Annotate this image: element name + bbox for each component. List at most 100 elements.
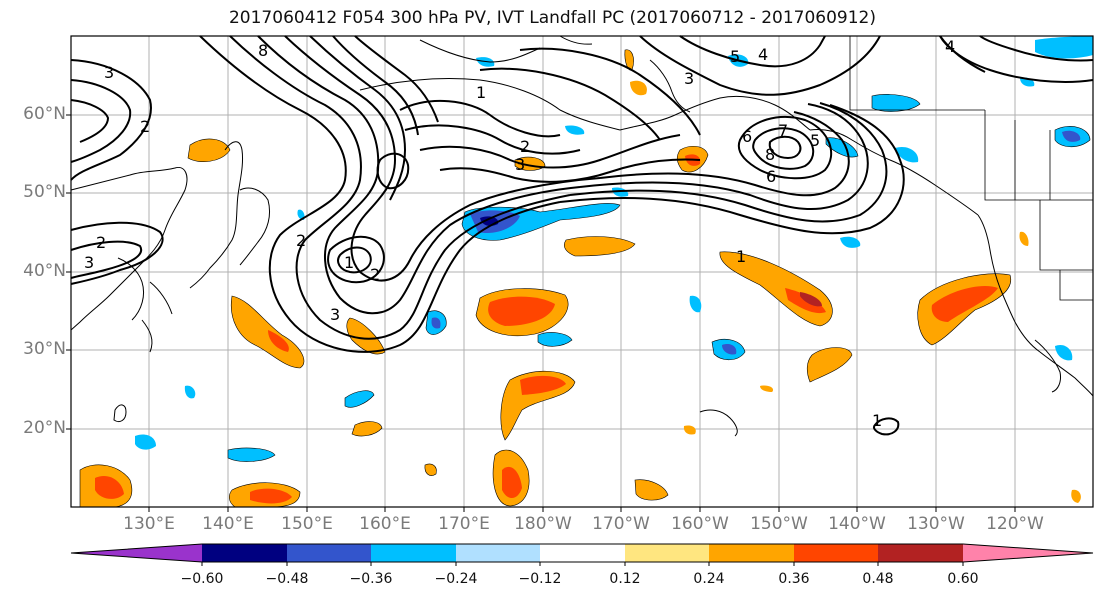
lat-label: 30°N [23,339,66,359]
lon-label: 120°W [986,514,1044,534]
anomaly-california-coast-core [931,285,998,322]
contour-label: 6 [742,127,752,146]
lat-label: 50°N [23,182,66,202]
colorbar-segment [625,544,709,562]
contour-label: 4 [758,45,768,64]
anomaly-okhotsk [187,138,231,163]
anomaly-small-1 [634,479,669,501]
colorbar-tick-label: 0.12 [609,571,641,587]
colorbar-segments [70,543,1094,563]
map-title: 2017060412 F054 300 hPa PV, IVT Landfall… [228,8,876,28]
colorbar-tick-label: −0.24 [434,571,478,587]
anomaly-small-7 [683,425,696,435]
contour-label: 6 [766,167,776,186]
contour-label: 2 [520,137,530,156]
anomaly-small-negative-1 [537,332,573,347]
anomaly-small-negative-7 [565,125,585,135]
anomaly-small-5 [630,80,647,96]
colorbar-segment [540,544,625,562]
colorbar-tick-label: −0.48 [265,571,309,587]
anomaly-gulf-of-alaska-south-core-2 [800,292,822,307]
lon-label: 160°W [671,514,729,534]
colorbar-segment [456,544,540,562]
lon-label: 180°W [514,514,572,534]
contour-label: 8 [258,41,268,60]
lon-label: 160°E [359,514,411,534]
lon-label: 170°E [438,514,490,534]
contour-label: 5 [810,131,820,150]
contour-label: 1 [344,253,354,272]
anomaly-small-negative-8 [689,295,702,313]
anomaly-small-negative-9 [1055,344,1073,361]
colorbar-segment [371,544,456,562]
contour-label: 3 [330,305,340,324]
anomaly-small-8 [1019,231,1029,246]
ivt-anomaly-fills [79,36,1093,508]
colorbar-tick-label: −0.60 [180,571,224,587]
anomaly-small-negative-3 [135,434,156,450]
anomaly-alaska-negative [871,94,921,112]
anomaly-northeast-negative [1035,36,1093,59]
lon-label: 130°W [907,514,965,534]
anomaly-small-negative-5 [840,236,861,248]
anomaly-subtropical-2-core [502,466,522,499]
lon-label: 130°E [123,514,175,534]
anomaly-small-negative-10 [184,385,196,399]
colorbar-tick-label: 0.48 [862,571,894,587]
contour-label: 2 [96,233,106,252]
coastlines [70,35,1094,437]
anomaly-170e-negative-core [431,317,441,329]
anomaly-central-pacific-2 [564,236,636,257]
borders [849,36,1093,301]
anomaly-south-china-sea-core [95,475,124,499]
axis-ticks [66,114,1016,512]
contour-label: 1 [736,247,746,266]
anomaly-small-negative-2 [344,390,375,408]
colorbar-tick-label: 0.24 [693,571,725,587]
lat-label: 60°N [23,104,66,124]
pv-contours [70,35,1094,436]
lon-label: 170°W [592,514,650,534]
contour-label: 3 [104,63,114,82]
lon-label: 140°W [828,514,886,534]
colorbar-segment [287,544,371,562]
contour-label: 3 [84,253,94,272]
colorbar-extend-min [71,544,202,562]
contour-label: 2 [370,265,380,284]
colorbar-segment [878,544,963,562]
contour-label: 4 [945,37,955,56]
anomaly-hawaii-north [806,347,853,383]
anomaly-west-pacific-1-core [268,330,289,352]
colorbar-segment [794,544,878,562]
lon-label: 140°E [202,514,254,534]
colorbar-segment [202,544,287,562]
contour-label: 5 [730,47,740,66]
anomaly-small-3 [424,463,437,476]
lon-label: 150°E [281,514,333,534]
colorbar-extend-max [963,544,1093,562]
anomaly-hawaii-negative-core [722,344,737,355]
anomaly-small-negative-14 [612,187,629,197]
contour-label: 2 [296,231,306,250]
contour-label: 8 [765,145,775,164]
contour-label: 1 [872,411,882,430]
contour-label: 3 [684,69,694,88]
anomaly-small-negative-11 [895,146,919,163]
anomaly-central-pacific-1-core [488,296,555,326]
gridlines [71,36,1093,507]
colorbar-tick-label: −0.36 [349,571,393,587]
anomaly-small-9 [760,385,774,392]
lat-label: 40°N [23,261,66,281]
anomaly-small-6 [1071,489,1081,503]
contour-label: 1 [476,83,486,102]
contour-label: 2 [140,117,150,136]
anomaly-canada-negative-core [1062,130,1081,142]
lon-label: 150°W [750,514,808,534]
colorbar-tick-label: 0.60 [947,571,979,587]
anomaly-south-west-pacific-core [250,488,292,504]
lat-label: 20°N [23,418,66,438]
contour-label: 3 [515,155,525,174]
contour-label-group: 3 8 1 2 3 2 3 5 4 8 6 7 5 6 2 1 2 3 1 2 … [84,37,955,430]
